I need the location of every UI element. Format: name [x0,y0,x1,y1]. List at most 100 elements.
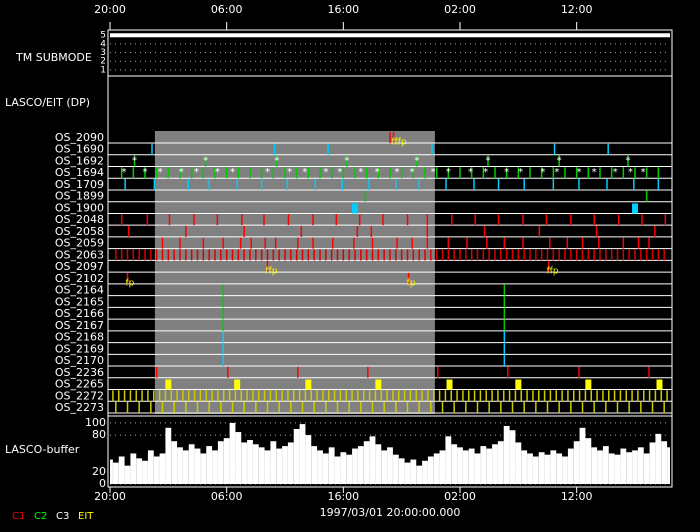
row-label: OS_1900 [55,201,104,214]
buffer-bar [276,448,283,484]
event-block [632,203,638,214]
row-label: OS_2273 [55,401,104,414]
asterisk: * [179,167,184,178]
buffer-bar [544,454,551,484]
asterisk: * [613,167,618,178]
buffer-bar [282,446,288,484]
asterisk: * [554,167,559,178]
buffer-bar [223,438,230,484]
buffer-bar [182,450,189,484]
x-tick-label-bottom: 12:00 [561,490,593,503]
asterisk: * [641,167,646,178]
row-label: OS_2166 [55,307,104,320]
buffer-bar [445,436,452,484]
row-label: OS_2164 [55,284,104,297]
buffer-bar [614,454,621,484]
note: fp [407,278,416,288]
buffer-bar [562,456,568,484]
buffer-bar [252,444,259,484]
buffer-bar [334,456,341,484]
buffer-frame [107,415,673,488]
buffer-tick-label: 100 [85,416,106,429]
buffer-bar [212,450,218,484]
event-block [375,379,382,390]
buffer-bar [229,422,236,484]
asterisk: * [628,167,633,178]
asterisk: * [203,155,208,166]
note: fffp [392,138,407,148]
row-label: OS_2165 [55,295,104,308]
buffer-bar [532,456,539,484]
row-label: OS_2063 [55,248,104,261]
buffer-bar [112,462,119,484]
legend-entry: C3 [56,511,69,522]
asterisk: * [323,167,328,178]
asterisk: * [230,167,235,178]
buffer-bar [357,446,364,484]
row-label: OS_2059 [55,237,104,250]
asterisk: * [265,167,270,178]
buffer-bar [480,446,487,484]
buffer-bar [375,444,382,484]
buffer-bar [474,453,481,484]
buffer-bar [404,462,411,484]
asterisk: * [518,167,523,178]
note: ffp [266,267,278,277]
row-label: OS_2168 [55,331,104,344]
row-label: OS_2272 [55,389,104,402]
buffer-bar [381,450,388,484]
row-label: OS_1692 [55,154,104,167]
buffer-bar [585,438,592,484]
asterisk: * [626,155,631,166]
legend-entry: C2 [34,511,47,522]
buffer-tick-label: 0 [99,477,106,490]
asterisk: * [122,167,127,178]
asterisk: * [468,167,473,178]
buffer-bar [632,450,638,484]
buffer-bar [124,465,131,484]
buffer-bar [433,453,440,484]
asterisk: * [540,167,545,178]
buffer-bar [451,444,458,484]
buffer-bar [235,432,242,484]
asterisk: * [287,167,292,178]
buffer-bar [620,448,627,484]
buffer-bar [556,453,563,484]
buffer-bar [538,452,545,484]
event-block [352,203,358,214]
event-block [585,379,592,390]
note: ffp [547,267,559,277]
buffer-bar [567,448,574,484]
row-label: OS_2090 [55,131,104,144]
row-label: OS_2236 [55,366,104,379]
buffer-bar [661,441,668,484]
asterisk: * [557,155,562,166]
buffer-bar [142,460,148,484]
x-tick-label-top: 12:00 [561,3,593,16]
buffer-bar [110,459,113,484]
x-tick-label-bottom: 16:00 [327,490,359,503]
date-label: 1997/03/01 20:00:00.000 [320,506,461,519]
tm-tick-label: 2 [100,57,106,67]
x-tick-label-bottom: 06:00 [211,490,243,503]
asterisk: * [158,167,163,178]
asterisk: * [431,167,436,178]
asterisk: * [215,167,220,178]
buffer-tick-label: 20 [92,465,106,478]
buffer-bar [509,430,516,484]
buffer-bar [305,435,312,484]
buffer-bar [177,447,183,484]
buffer-bar [486,448,493,484]
buffer-bar [247,440,253,484]
buffer-bar [579,427,586,484]
buffer-bar [217,441,224,484]
row-label: OS_1899 [55,190,104,203]
event-block [656,379,663,390]
buffer-bar [667,447,670,484]
buffer-bar [503,425,510,484]
buffer-bar [369,436,376,484]
asterisk: * [592,167,597,178]
asterisk: * [375,167,380,178]
buffer-bar [293,429,300,484]
